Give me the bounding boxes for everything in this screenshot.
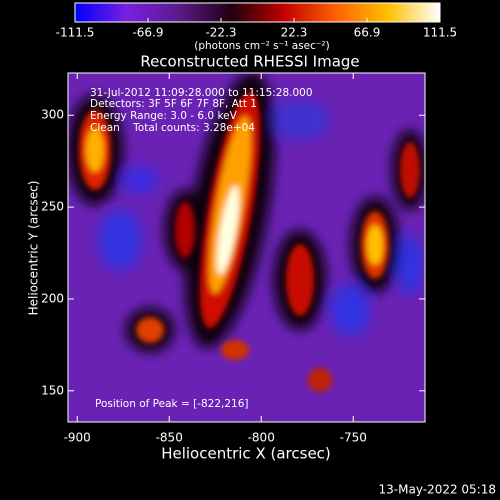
plot-frame	[67, 72, 426, 423]
x-tick-label: -850	[156, 431, 183, 445]
annotation: Clean Total counts: 3.28e+04	[90, 122, 255, 134]
colorbar-tick-label: 66.9	[354, 26, 381, 40]
colorbar	[74, 2, 441, 23]
y-tick-label: 250	[41, 200, 64, 214]
colorbar-tick-label: -22.3	[205, 26, 236, 40]
image	[68, 73, 425, 422]
y-axis-label: Heliocentric Y (arcsec)	[27, 181, 41, 316]
annotation: Detectors: 3F 5F 6F 7F 8F, Att 1	[90, 98, 257, 110]
x-tick-label: -900	[64, 431, 91, 445]
annotation: 31-Jul-2012 11:09:28.000 to 11:15:28.000	[90, 87, 313, 99]
colorbar-label: (photons cm⁻² s⁻¹ asec⁻²)	[194, 40, 329, 52]
y-tick-label: 150	[41, 383, 64, 397]
colorbar-tick-label: -66.9	[132, 26, 163, 40]
annotation: Energy Range: 3.0 - 6.0 keV	[90, 110, 238, 122]
peak-label: Position of Peak = [-822,216]	[95, 398, 249, 410]
x-axis-label: Heliocentric X (arcsec)	[161, 445, 331, 463]
colorbar-tick-label: 22.3	[281, 26, 308, 40]
colorbar-tick-label: -111.5	[56, 26, 95, 40]
x-tick-label: -800	[248, 431, 275, 445]
x-tick-label: -750	[340, 431, 367, 445]
y-tick-label: 300	[41, 108, 64, 122]
chart-title: Reconstructed RHESSI Image	[140, 53, 359, 71]
colorbar-tick-label: 111.5	[423, 26, 457, 40]
y-tick-label: 200	[41, 291, 64, 305]
footer: 13-May-2022 05:18	[379, 483, 496, 497]
